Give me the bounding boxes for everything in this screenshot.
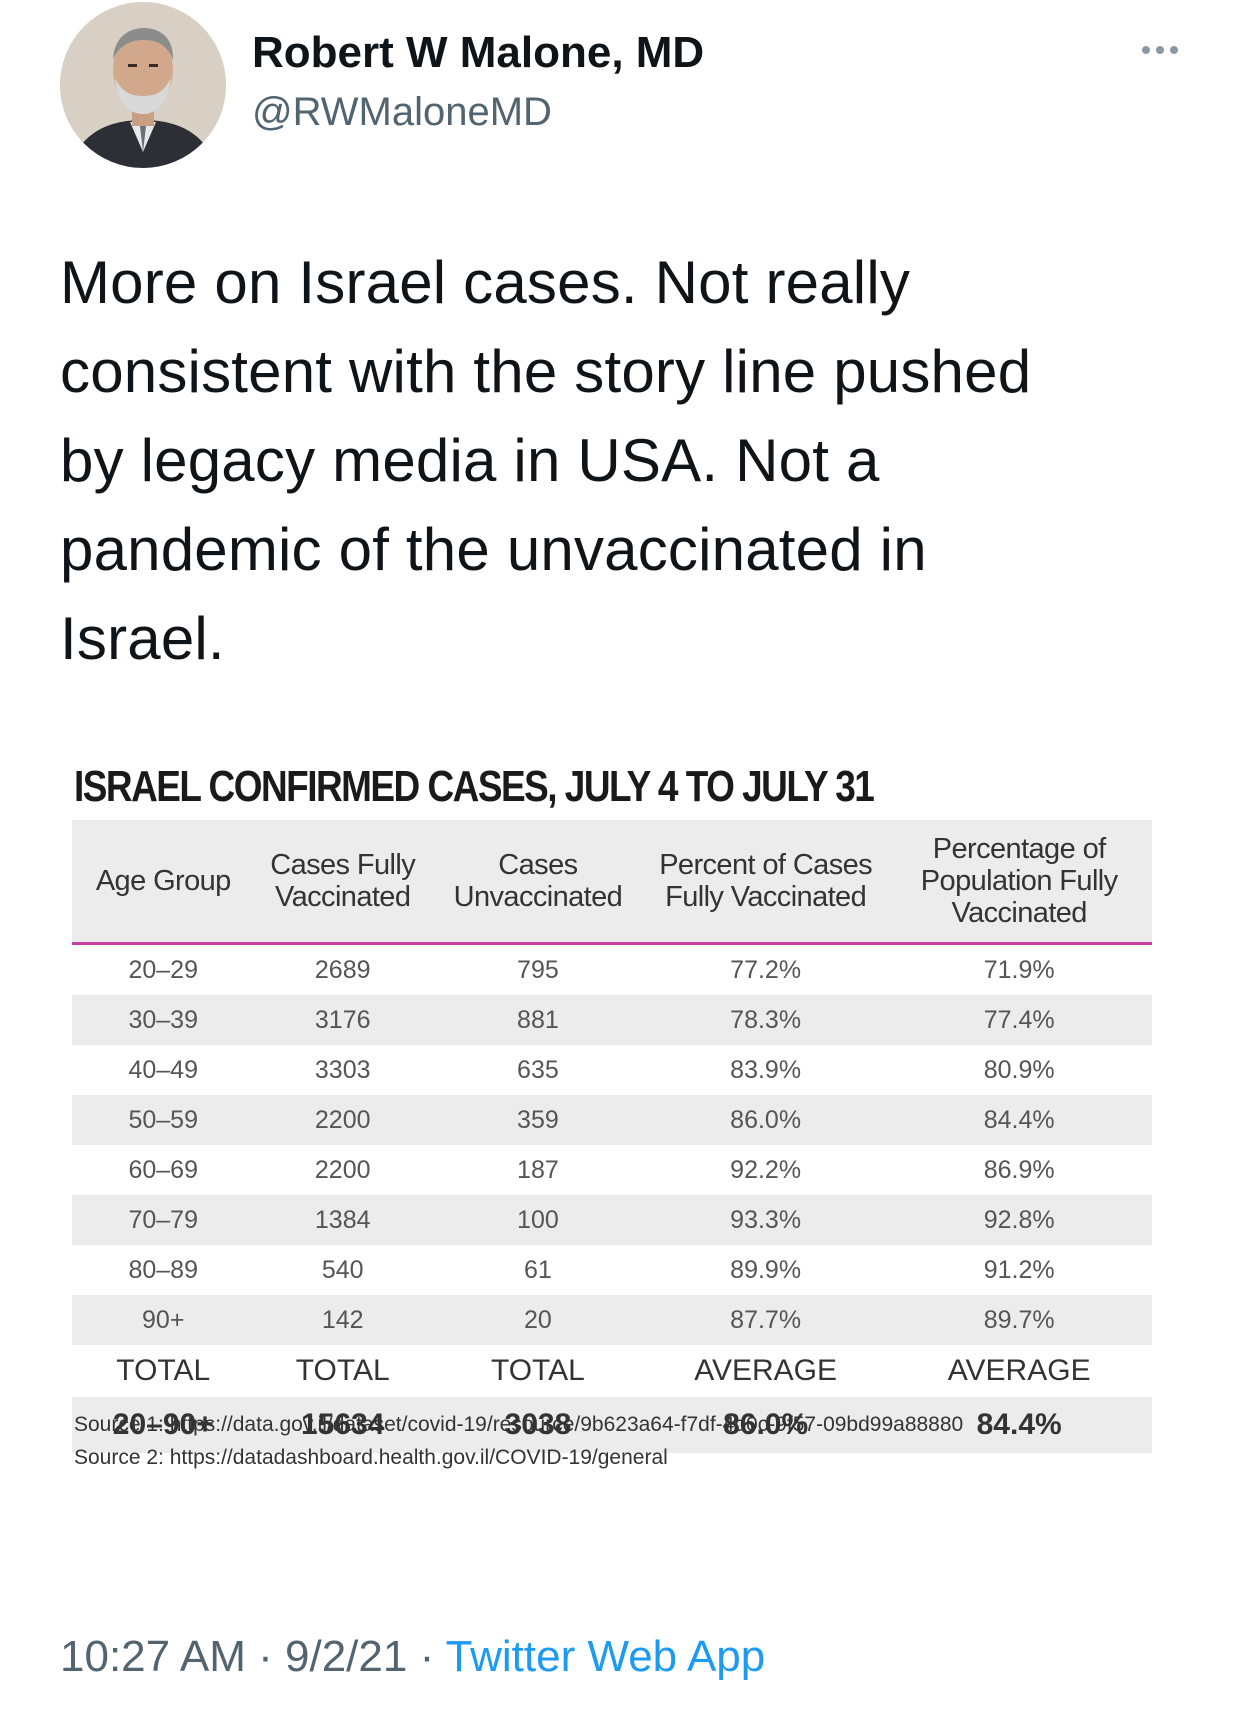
display-name[interactable]: Robert W Malone, MD	[252, 28, 705, 77]
table-cell: 86.0%	[644, 1095, 887, 1145]
table-cell: 187	[517, 1155, 559, 1184]
tweet-date[interactable]: 9/2/21	[285, 1632, 408, 1681]
cases-table: Age Group Cases Fully Vaccinated Cases U…	[72, 820, 1152, 1453]
table-cell: 635	[517, 1055, 559, 1084]
tweet-time[interactable]: 10:27 AM	[60, 1632, 246, 1681]
table-cell: TOTAL	[116, 1354, 211, 1387]
table-cell: 89.7%	[886, 1295, 1152, 1345]
table-cell: 2200	[254, 1095, 431, 1145]
column-header: Percentage of Population Fully Vaccinate…	[886, 820, 1152, 945]
table-cell: 3038	[430, 1397, 645, 1453]
more-horizontal-icon	[1170, 46, 1178, 54]
table-row: 70–79 1384 100 93.3% 92.8%	[72, 1195, 1152, 1245]
table-row: 20–29 2689 795 77.2% 71.9%	[72, 944, 1152, 996]
table-cell: 80–89	[128, 1255, 198, 1284]
tweet-metadata: 10:27 AM · 9/2/21 · Twitter Web App	[60, 1632, 765, 1682]
more-options-button[interactable]	[1130, 30, 1190, 70]
table-cell: 87.7%	[644, 1295, 887, 1345]
profile-photo-icon	[60, 2, 226, 168]
source-line: Source 2: https://datadashboard.health.g…	[74, 1446, 668, 1469]
table-cell: 30–39	[72, 995, 255, 1045]
table-cell: AVERAGE	[947, 1354, 1091, 1387]
user-handle[interactable]: @RWMaloneMD	[252, 90, 552, 134]
table-cell: 61	[524, 1255, 552, 1284]
table-cell: 3303	[314, 1055, 371, 1084]
table-cell: 20–90+	[72, 1397, 255, 1453]
tweet-media-image[interactable]: ISRAEL CONFIRMED CASES, JULY 4 TO JULY 3…	[60, 738, 1180, 1538]
table-cell: 91.2%	[983, 1255, 1055, 1284]
meta-separator: ·	[407, 1632, 446, 1681]
table-total-value-row: 20–90+ 15634 3038 86.0% 84.4%	[72, 1397, 1152, 1453]
source-line: Source 1: https://data.gov.il/dataset/co…	[74, 1413, 964, 1436]
table-cell: 2689	[314, 955, 371, 984]
table-cell: 83.9%	[730, 1055, 802, 1084]
more-horizontal-icon	[1142, 46, 1150, 54]
table-cell: 2200	[314, 1155, 371, 1184]
table-cell: 70–79	[72, 1195, 255, 1245]
table-cell: 50–59	[72, 1095, 255, 1145]
table-row: 30–39 3176 881 78.3% 77.4%	[72, 995, 1152, 1045]
table-cell: 40–49	[128, 1055, 198, 1084]
table-cell: 92.8%	[886, 1195, 1152, 1245]
figure-sources: Source 1: https://data.gov.il/dataset/co…	[74, 1408, 963, 1474]
avatar[interactable]	[60, 2, 226, 168]
column-header: Cases Fully Vaccinated	[254, 820, 431, 945]
table-cell: 89.9%	[730, 1255, 802, 1284]
table-cell: 92.2%	[730, 1155, 802, 1184]
table-cell: AVERAGE	[694, 1354, 838, 1387]
table-row: 80–89 540 61 89.9% 91.2%	[72, 1245, 1152, 1295]
table-cell: 71.9%	[983, 955, 1055, 984]
table-cell: 77.4%	[886, 995, 1152, 1045]
table-header-row: Age Group Cases Fully Vaccinated Cases U…	[72, 820, 1152, 945]
table-cell: 3176	[254, 995, 431, 1045]
source-app-link[interactable]: Twitter Web App	[445, 1632, 766, 1681]
table-cell: 93.3%	[644, 1195, 887, 1245]
table-cell: 359	[430, 1095, 645, 1145]
table-cell: 795	[517, 955, 559, 984]
table-cell: 60–69	[128, 1155, 198, 1184]
table-cell: TOTAL	[295, 1354, 390, 1387]
table-row: 50–59 2200 359 86.0% 84.4%	[72, 1095, 1152, 1145]
table-cell: 20	[430, 1295, 645, 1345]
table-row: 40–49 3303 635 83.9% 80.9%	[72, 1045, 1152, 1095]
table-row: 60–69 2200 187 92.2% 86.9%	[72, 1145, 1152, 1195]
table-total-label-row: TOTAL TOTAL TOTAL AVERAGE AVERAGE	[72, 1345, 1152, 1397]
table-cell: 84.4%	[886, 1397, 1152, 1453]
table-cell: 90+	[72, 1295, 255, 1345]
table-cell: 86.0%	[644, 1397, 887, 1453]
table-cell: 80.9%	[983, 1055, 1055, 1084]
table-cell: 540	[321, 1255, 364, 1284]
table-cell: 1384	[254, 1195, 431, 1245]
table-cell: TOTAL	[490, 1354, 585, 1387]
table-row: 90+ 142 20 87.7% 89.7%	[72, 1295, 1152, 1345]
table-cell: 77.2%	[730, 955, 802, 984]
meta-separator: ·	[245, 1632, 286, 1681]
table-cell: 100	[430, 1195, 645, 1245]
tweet-text: More on Israel cases. Not really consist…	[60, 249, 1032, 672]
table-cell: 78.3%	[644, 995, 887, 1045]
column-header: Age Group	[72, 820, 255, 945]
table-cell: 142	[254, 1295, 431, 1345]
column-header: Percent of Cases Fully Vaccinated	[644, 820, 887, 945]
table-cell: 15634	[254, 1397, 431, 1453]
table-cell: 881	[430, 995, 645, 1045]
table-cell: 20–29	[128, 955, 198, 984]
table-cell: 86.9%	[983, 1155, 1055, 1184]
more-horizontal-icon	[1156, 46, 1164, 54]
figure-title: ISRAEL CONFIRMED CASES, JULY 4 TO JULY 3…	[74, 762, 875, 811]
column-header: Cases Unvaccinated	[430, 820, 645, 945]
table-cell: 84.4%	[886, 1095, 1152, 1145]
